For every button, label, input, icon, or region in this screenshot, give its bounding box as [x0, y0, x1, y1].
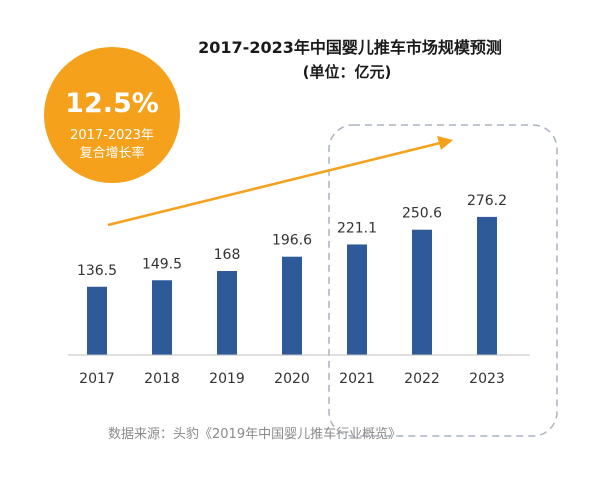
chart-subtitle: (单位：亿元)	[303, 63, 392, 81]
x-tick-2017: 2017	[79, 371, 115, 387]
data-label-2021: 221.1	[337, 220, 377, 236]
chart-title: 2017-2023年中国婴儿推车市场规模预测	[198, 38, 502, 57]
data-label-2019: 168	[214, 247, 241, 263]
data-label-2022: 250.6	[402, 206, 442, 222]
growth-rate-badge	[44, 47, 180, 183]
x-tick-2023: 2023	[469, 371, 505, 387]
x-tick-2018: 2018	[144, 371, 180, 387]
growth-trend-arrowhead	[437, 136, 453, 150]
bar-2022	[412, 229, 432, 355]
bar-2021	[347, 244, 367, 355]
source-note: 数据来源：头豹《2019年中国婴儿推车行业概览》	[108, 426, 401, 442]
bar-2023	[477, 216, 497, 355]
bar-2020	[282, 256, 302, 355]
x-tick-2022: 2022	[404, 371, 440, 387]
bar-2019	[217, 271, 237, 355]
growth-rate-label-line1: 2017-2023年	[70, 128, 154, 143]
bar-2018	[152, 280, 172, 355]
data-label-2017: 136.5	[77, 263, 117, 279]
x-tick-labels: 2017 2018 2019 2020 2021 2022 2023	[79, 371, 505, 387]
growth-trend-arrow-line	[107, 141, 441, 227]
bar-2017	[87, 286, 107, 355]
bar-series	[87, 216, 497, 355]
x-tick-2019: 2019	[209, 371, 245, 387]
x-tick-2020: 2020	[274, 371, 310, 387]
forecast-highlight-box	[328, 124, 558, 437]
data-labels: 136.5 149.5 168 196.6 221.1 250.6 276.2	[77, 193, 507, 279]
data-label-2018: 149.5	[142, 256, 182, 272]
growth-rate-label-line2: 复合增长率	[79, 145, 144, 161]
data-label-2023: 276.2	[467, 193, 507, 209]
data-label-2020: 196.6	[272, 233, 312, 249]
growth-rate-value: 12.5%	[65, 88, 159, 119]
x-tick-2021: 2021	[339, 371, 375, 387]
